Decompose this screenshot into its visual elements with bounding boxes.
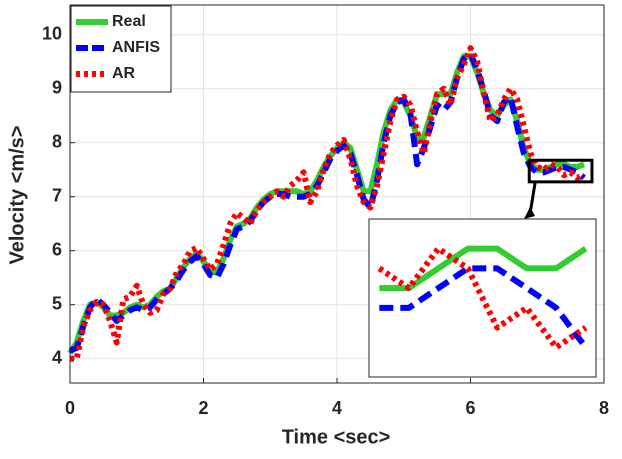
x-axis-label: Time <sec> (282, 426, 391, 448)
y-tick-label: 7 (52, 185, 62, 205)
x-tick-label: 8 (599, 398, 609, 418)
legend-label: AR (112, 65, 136, 82)
zoom-box (527, 158, 594, 184)
zoom-arrowhead (524, 207, 535, 219)
y-tick-label: 10 (42, 23, 62, 43)
inset-series-line (379, 265, 589, 350)
y-axis-label: Velocity <m/s> (6, 126, 28, 265)
x-tick-label: 0 (65, 398, 75, 418)
inset (377, 245, 589, 351)
y-tick-label: 9 (52, 77, 62, 97)
legend: Real ANFIS AR (70, 5, 172, 93)
x-tick-label: 2 (198, 398, 208, 418)
x-tick-label: 6 (465, 398, 475, 418)
axes-box (69, 4, 605, 384)
y-tick-label: 6 (52, 239, 62, 259)
y-tick-label: 8 (52, 131, 62, 151)
series-line (70, 45, 586, 362)
x-tick-label: 4 (332, 398, 342, 418)
inset-series-line (377, 245, 588, 351)
y-tick-label: 4 (52, 347, 62, 367)
y-tick-label: 5 (52, 293, 62, 313)
legend-label: Real (112, 13, 146, 30)
legend-label: ANFIS (112, 39, 160, 56)
